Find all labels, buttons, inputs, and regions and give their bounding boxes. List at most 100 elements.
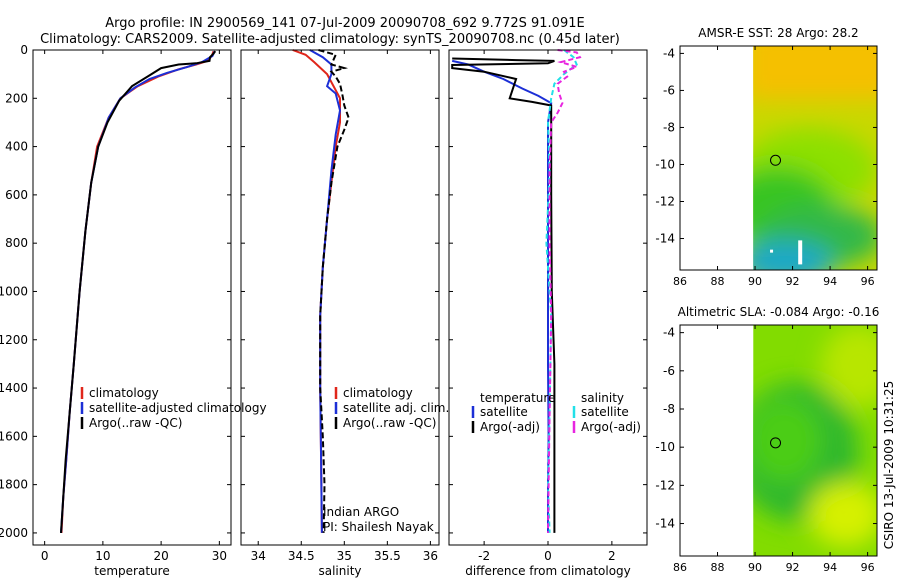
difference-legend-label: Argo(-adj) xyxy=(581,420,641,434)
salinity-series-line xyxy=(292,49,341,533)
difference-legend-label: satellite xyxy=(581,405,629,419)
depth-tick-label: 0 xyxy=(20,43,28,57)
temperature-legend-label: climatology xyxy=(89,386,159,400)
salinity-xtick-label: 35 xyxy=(337,549,352,563)
salinity-legend-label: Argo(..raw -QC) xyxy=(343,416,436,430)
sst_map-xtick-label: 94 xyxy=(823,275,837,288)
salinity-axes-frame xyxy=(240,49,440,546)
sst_map-xtick-label: 90 xyxy=(748,275,762,288)
depth-tick-label: 2000 xyxy=(0,526,28,540)
salinity-legend-label: climatology xyxy=(343,386,413,400)
salinity-xlabel: salinity xyxy=(318,564,361,578)
difference-xlabel: difference from climatology xyxy=(465,564,631,578)
sst_map-argo-marker xyxy=(770,154,782,166)
temperature-xtick-label: 10 xyxy=(95,549,110,563)
salinity-series-line xyxy=(309,49,342,533)
sla_map-xtick-label: 92 xyxy=(786,561,800,574)
figure-title-line1: Argo profile: IN 2900569_141 07-Jul-2009… xyxy=(105,16,584,31)
difference-legend-title-salinity: salinity xyxy=(581,391,624,405)
difference-series-line xyxy=(451,57,556,533)
sla-high-se xyxy=(808,482,878,547)
salinity-panel: 34 34.5 35 35.5 36 salinity climatologysatelli… xyxy=(240,49,449,578)
sla_map-xtick-label: 90 xyxy=(748,561,762,574)
temperature-series-line xyxy=(60,50,217,533)
sst_map-ytick-label: -4 xyxy=(663,46,675,60)
temperature-xtick-label: 0 xyxy=(41,549,49,563)
sla-map-panel: -4 -6 -8 -10 -12 -14 86 88 90 92 94 96 Altimetric SL… xyxy=(655,305,880,574)
sla_map-xtick-label: 94 xyxy=(823,561,837,574)
temperature-series-line xyxy=(60,50,216,533)
sst-missing-data xyxy=(798,240,803,265)
sla_map-xtick-label: 86 xyxy=(673,561,687,574)
difference-legend-title-temperature: temperature xyxy=(480,391,555,405)
sla_map-axes-frame xyxy=(679,324,878,557)
salinity-annotation: PI: Shailesh Nayak xyxy=(323,520,434,534)
difference-series-line xyxy=(451,59,553,533)
figure-title-line2: Climatology: CARS2009. Satellite-adjuste… xyxy=(40,32,620,47)
sst_map-xtick-label: 88 xyxy=(711,275,725,288)
temperature-legend-label: Argo(..raw -QC) xyxy=(89,416,182,430)
depth-tick-label: 1200 xyxy=(0,333,28,347)
depth-tick-label: 800 xyxy=(5,236,28,250)
depth-tick-label: 200 xyxy=(5,91,28,105)
difference-axes-frame xyxy=(448,49,648,546)
difference-legend-label: Argo(-adj) xyxy=(480,420,540,434)
sla_map-xtick-label: 88 xyxy=(711,561,725,574)
sla_map-xtick-label: 96 xyxy=(861,561,875,574)
salinity-xtick-label: 36 xyxy=(423,549,438,563)
depth-tick-label: 1000 xyxy=(0,284,28,298)
sla_map-ytick-label: -14 xyxy=(655,517,675,531)
sla_map-field-blobs xyxy=(753,325,878,547)
temperature-axes-frame xyxy=(32,49,232,546)
temperature-legend-label: satellite-adjusted climatology xyxy=(89,401,267,415)
sst_map-xtick-label: 96 xyxy=(861,275,875,288)
depth-tick-label: 600 xyxy=(5,188,28,202)
sla_map-ytick-label: -6 xyxy=(663,364,675,378)
difference-series-line xyxy=(547,49,582,533)
sst-map-panel: -4 -6 -8 -10 -12 -14 86 88 90 92 94 96 AMSR-E SST: 2… xyxy=(655,26,878,288)
temperature-panel: 0 200 400 600 800 1000 1200 1400 1600 1800 2000 0 10… xyxy=(0,43,267,578)
sla-high-ne xyxy=(821,325,878,409)
salinity-xtick-label: 35.5 xyxy=(374,549,401,563)
sst_map-field-blobs xyxy=(753,46,878,270)
depth-tick-label: 400 xyxy=(5,140,28,154)
sla_map-image xyxy=(753,325,878,556)
depth-tick-label: 1600 xyxy=(0,429,28,443)
sst-coldest-band xyxy=(753,240,834,270)
salinity-legend-label: satellite adj. clim. xyxy=(343,401,449,415)
sst_map-axes-frame xyxy=(679,45,878,271)
sst_map-ytick-label: -6 xyxy=(663,83,675,97)
sst_map-ytick-label: -12 xyxy=(655,195,675,209)
sst-missing-data xyxy=(770,249,774,253)
sla-low-core xyxy=(753,398,822,483)
difference-xtick-label: 0 xyxy=(544,549,552,563)
sla_map-title: Altimetric SLA: -0.084 Argo: -0.16 xyxy=(678,305,880,319)
salinity-xtick-label: 34 xyxy=(251,549,266,563)
salinity-annotation: Indian ARGO xyxy=(323,505,399,519)
temperature-xlabel: temperature xyxy=(94,564,169,578)
temperature-xtick-label: 30 xyxy=(212,549,227,563)
side-timestamp-label: CSIRO 13-Jul-2009 10:31:25 xyxy=(882,381,896,549)
sla_map-argo-marker xyxy=(770,437,782,449)
salinity-xtick-label: 34.5 xyxy=(288,549,315,563)
temperature-xtick-label: 20 xyxy=(153,549,168,563)
difference-xtick-label: -2 xyxy=(478,549,490,563)
sst_map-ytick-label: -10 xyxy=(655,157,675,171)
difference-xtick-label: 2 xyxy=(608,549,616,563)
difference-legend-label: satellite xyxy=(480,405,528,419)
sst_map-title: AMSR-E SST: 28 Argo: 28.2 xyxy=(698,26,858,40)
depth-tick-label: 1800 xyxy=(0,478,28,492)
sst_map-xtick-label: 86 xyxy=(673,275,687,288)
salinity-series-line xyxy=(318,49,350,533)
sst_map-ytick-label: -14 xyxy=(655,232,675,246)
temperature-series-line xyxy=(60,50,215,533)
sst_map-image xyxy=(753,46,878,270)
sst-warm-band xyxy=(753,46,878,100)
sst_map-xtick-label: 92 xyxy=(786,275,800,288)
sla_map-ytick-label: -12 xyxy=(655,478,675,492)
sla_map-ytick-label: -10 xyxy=(655,440,675,454)
depth-tick-label: 1400 xyxy=(0,381,28,395)
sla_map-ytick-label: -4 xyxy=(663,326,675,340)
